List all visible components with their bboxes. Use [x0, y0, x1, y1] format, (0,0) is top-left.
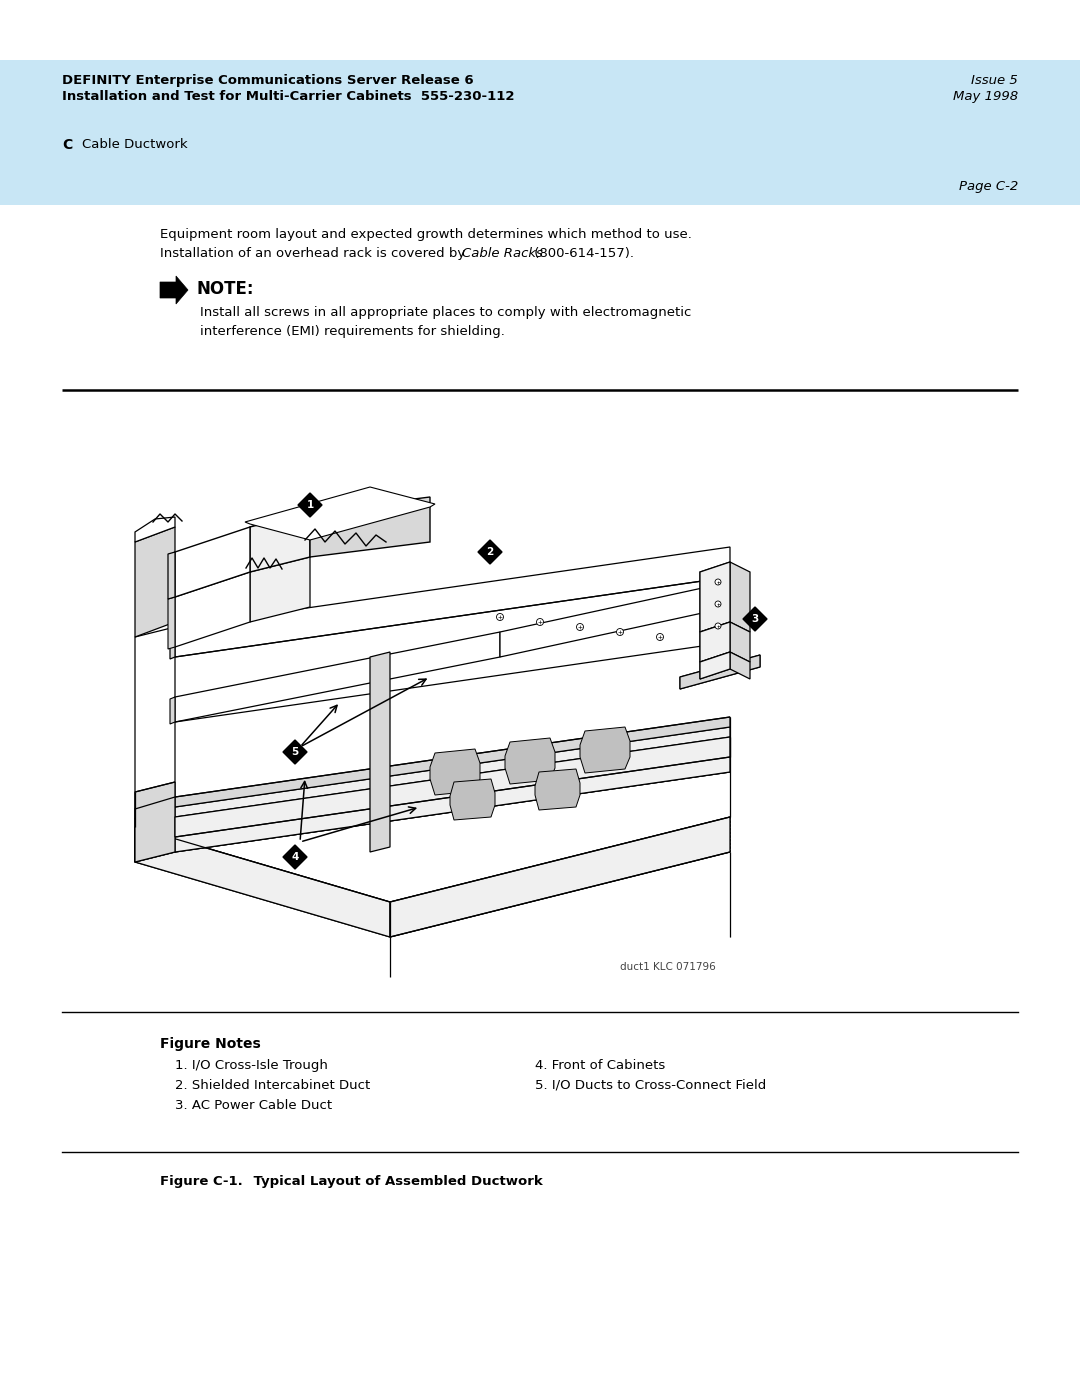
Polygon shape [535, 768, 580, 810]
Polygon shape [135, 527, 175, 637]
Text: duct1 KLC 071796: duct1 KLC 071796 [620, 963, 716, 972]
Text: Installation of an overhead rack is covered by: Installation of an overhead rack is cove… [160, 247, 470, 260]
Polygon shape [580, 726, 630, 773]
Text: interference (EMI) requirements for shielding.: interference (EMI) requirements for shie… [200, 326, 504, 338]
Circle shape [617, 629, 623, 636]
Polygon shape [430, 749, 480, 795]
Text: May 1998: May 1998 [953, 89, 1018, 103]
Polygon shape [170, 627, 175, 659]
Polygon shape [505, 738, 555, 784]
Polygon shape [730, 622, 750, 662]
Polygon shape [175, 738, 730, 852]
Text: Installation and Test for Multi-Carrier Cabinets  555-230-112: Installation and Test for Multi-Carrier … [62, 89, 514, 103]
Text: 2: 2 [486, 548, 494, 557]
Polygon shape [0, 161, 1080, 205]
Text: Cable Ductwork: Cable Ductwork [82, 138, 188, 151]
Polygon shape [175, 527, 249, 597]
Polygon shape [175, 631, 500, 722]
Text: NOTE:: NOTE: [195, 279, 254, 298]
Polygon shape [175, 571, 249, 647]
Text: Typical Layout of Assembled Ductwork: Typical Layout of Assembled Ductwork [235, 1175, 543, 1187]
Text: Issue 5: Issue 5 [971, 74, 1018, 87]
Polygon shape [160, 277, 188, 305]
Circle shape [577, 623, 583, 630]
Text: 4. Front of Cabinets: 4. Front of Cabinets [535, 1059, 665, 1071]
Text: C: C [62, 138, 72, 152]
Polygon shape [249, 492, 430, 542]
Polygon shape [298, 493, 322, 517]
Polygon shape [135, 817, 730, 937]
Polygon shape [450, 780, 495, 820]
Polygon shape [0, 60, 1080, 130]
Text: (800-614-157).: (800-614-157). [530, 247, 634, 260]
Text: 3. AC Power Cable Duct: 3. AC Power Cable Duct [175, 1099, 333, 1112]
Polygon shape [135, 726, 730, 862]
Polygon shape [730, 652, 750, 679]
Polygon shape [135, 717, 730, 819]
Circle shape [715, 601, 721, 608]
Polygon shape [175, 738, 730, 852]
Circle shape [537, 619, 543, 626]
Polygon shape [283, 845, 307, 869]
Polygon shape [743, 608, 767, 631]
Polygon shape [700, 652, 730, 679]
Polygon shape [168, 552, 175, 599]
Polygon shape [170, 697, 175, 724]
Circle shape [715, 578, 721, 585]
Text: 3: 3 [752, 615, 758, 624]
Polygon shape [245, 488, 435, 541]
Polygon shape [249, 557, 310, 622]
Polygon shape [249, 511, 310, 571]
Polygon shape [370, 652, 390, 852]
Text: 2. Shielded Intercabinet Duct: 2. Shielded Intercabinet Duct [175, 1078, 370, 1092]
Polygon shape [478, 541, 502, 564]
Polygon shape [700, 652, 730, 679]
Polygon shape [700, 562, 730, 631]
Text: 4: 4 [292, 852, 299, 862]
Circle shape [657, 633, 663, 640]
Polygon shape [310, 497, 430, 557]
Polygon shape [168, 597, 175, 650]
Polygon shape [390, 817, 730, 937]
Polygon shape [500, 583, 730, 657]
Text: Figure Notes: Figure Notes [160, 1037, 260, 1051]
Text: Equipment room layout and expected growth determines which method to use.: Equipment room layout and expected growt… [160, 228, 692, 242]
Text: Figure C-1.: Figure C-1. [160, 1175, 243, 1187]
Text: 5. I/O Ducts to Cross-Connect Field: 5. I/O Ducts to Cross-Connect Field [535, 1078, 766, 1092]
Circle shape [497, 613, 503, 620]
Text: 5: 5 [292, 747, 299, 757]
Polygon shape [700, 622, 730, 662]
Circle shape [715, 623, 721, 629]
Polygon shape [680, 655, 760, 689]
Polygon shape [175, 548, 730, 657]
Text: Install all screws in all appropriate places to comply with electromagnetic: Install all screws in all appropriate pl… [200, 306, 691, 319]
Text: 1. I/O Cross-Isle Trough: 1. I/O Cross-Isle Trough [175, 1059, 328, 1071]
Polygon shape [175, 738, 730, 837]
Polygon shape [680, 655, 760, 689]
Polygon shape [135, 827, 390, 937]
Text: DEFINITY Enterprise Communications Server Release 6: DEFINITY Enterprise Communications Serve… [62, 74, 474, 87]
Polygon shape [700, 622, 730, 662]
Polygon shape [135, 782, 175, 862]
Polygon shape [0, 130, 1080, 161]
Polygon shape [283, 740, 307, 764]
Polygon shape [135, 517, 175, 542]
Polygon shape [135, 627, 175, 862]
Text: Page C-2: Page C-2 [959, 180, 1018, 193]
Polygon shape [700, 562, 730, 631]
Text: Cable Racks: Cable Racks [462, 247, 543, 260]
Text: 1: 1 [307, 500, 313, 510]
Polygon shape [730, 562, 750, 631]
